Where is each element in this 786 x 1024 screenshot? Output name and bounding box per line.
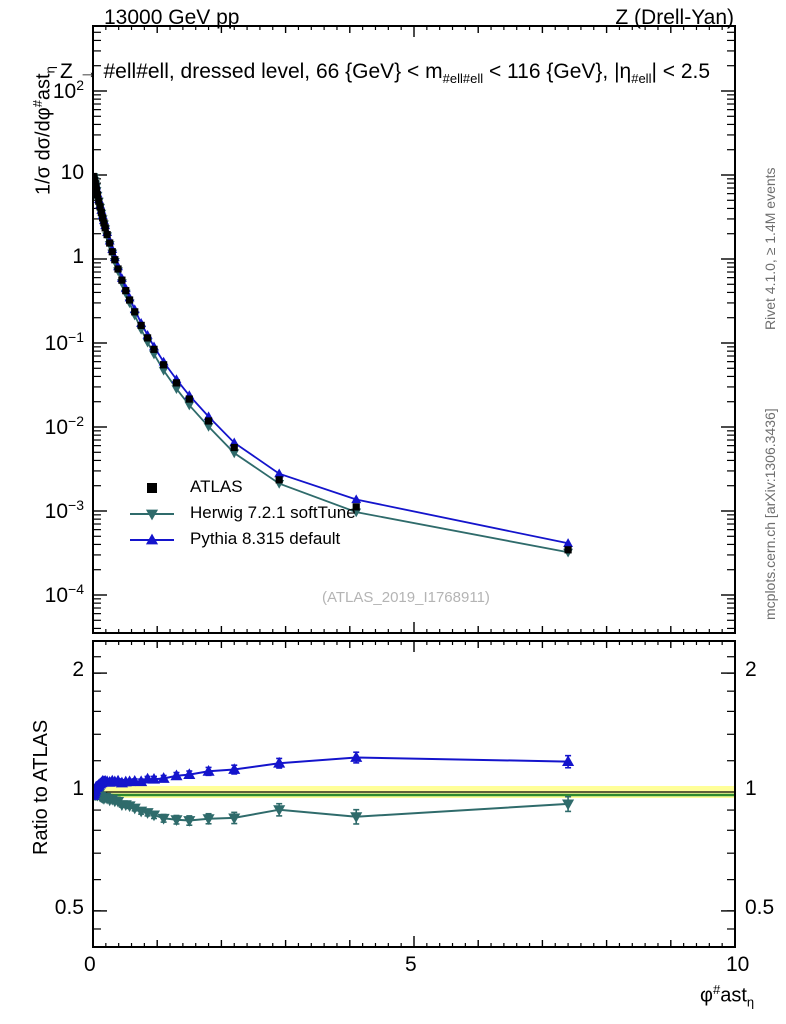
y-tick-ratio: 0.5 — [54, 895, 84, 919]
y-tick-main: 1 — [72, 245, 84, 268]
y-tick-ratio-right: 1 — [745, 777, 757, 800]
y-tick-main: 10−1 — [44, 329, 84, 355]
y-tick-ratio: 1 — [72, 777, 84, 800]
y-tick-main: 10−2 — [44, 413, 84, 439]
x-tick-label: 0 — [84, 953, 96, 976]
x-tick-label: 5 — [405, 953, 417, 976]
y-tick-main: 102 — [52, 77, 84, 103]
y-tick-ratio-right: 2 — [745, 658, 757, 682]
legend-item-pythia[interactable]: Pythia 8.315 default — [190, 529, 341, 548]
y-tick-main: 10 — [60, 161, 84, 184]
y-tick-main: 10−3 — [44, 497, 84, 523]
legend-item-atlas[interactable]: ATLAS — [190, 477, 243, 496]
x-axis-label: φ#astη — [700, 982, 755, 1010]
y-tick-ratio-right: 0.5 — [745, 895, 775, 919]
x-tick-label: 10 — [726, 953, 750, 976]
header-process: Z (Drell-Yan) — [615, 6, 734, 29]
plot-title: Z → #ell#ell, dressed level, 66 {GeV} < … — [60, 60, 711, 87]
y-tick-ratio: 2 — [72, 658, 84, 682]
header-energy: 13000 GeV pp — [104, 6, 240, 29]
y-tick-main: 10−4 — [44, 581, 84, 607]
analysis-watermark: (ATLAS_2019_I1768911) — [322, 589, 490, 606]
legend-item-herwig[interactable]: Herwig 7.2.1 softTune — [190, 503, 356, 522]
